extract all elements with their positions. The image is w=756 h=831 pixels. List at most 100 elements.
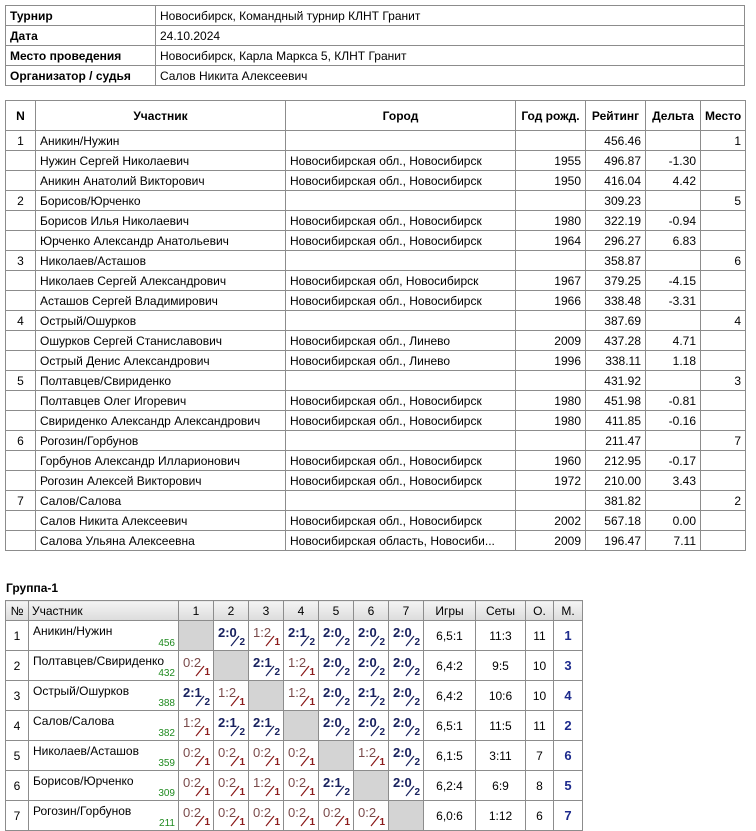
match-score: 2:1 — [253, 655, 272, 670]
match-cell: 0:2 1 — [213, 740, 249, 771]
cell: Салов Никита Алексеевич — [35, 510, 286, 531]
match-points: 1 — [274, 637, 280, 648]
column-header: Сеты — [475, 600, 526, 621]
cell — [700, 350, 746, 371]
cell: Салов/Салова — [35, 490, 286, 511]
cell: 1967 — [515, 270, 586, 291]
cell: 387.69 — [585, 310, 646, 331]
cross-row: 2 Полтавцев/Свириденко 432 0:2 1 2:1 2 1:2 1 2:0 2… — [5, 650, 583, 681]
slash-line — [335, 665, 345, 677]
slash-line — [265, 785, 275, 797]
participant-row: Полтавцев Олег Игоревич Новосибирская обл… — [5, 390, 746, 411]
match-points: 2 — [344, 787, 350, 798]
cell: Новосибирская обл., Новосибирск — [285, 230, 516, 251]
cell: 437.28 — [585, 330, 646, 351]
cross-row: 5 Николаев/Асташов 359 0:2 1 0:2 1 0:2 1 0:2 1 1:2 1… — [5, 740, 583, 771]
slash-line — [195, 755, 205, 767]
match-points: 1 — [309, 757, 315, 768]
team-cell: Борисов/Юрченко 309 — [28, 770, 179, 801]
slash — [195, 665, 205, 677]
match-points: 1 — [309, 667, 315, 678]
slash-line — [265, 755, 275, 767]
info-row: Дата 24.10.2024 — [5, 25, 745, 46]
match-score: 0:2 — [218, 805, 237, 820]
cell: 4.42 — [645, 170, 701, 191]
match-points: 1 — [239, 757, 245, 768]
cell: Острый Денис Александрович — [35, 350, 286, 371]
team-cell: Салов/Салова 382 — [28, 710, 179, 741]
match-cell: 0:2 1 — [248, 800, 284, 831]
match-cell: 2:0 2 — [318, 650, 354, 681]
slash — [335, 635, 345, 647]
slash — [195, 755, 205, 767]
slash-line — [405, 725, 415, 737]
participant-row: Рогозин Алексей Викторович Новосибирская … — [5, 470, 746, 491]
cell — [700, 410, 746, 431]
match-points: 1 — [309, 817, 315, 828]
match-cell: 1:2 1 — [213, 680, 249, 711]
match-score: 1:2 — [288, 685, 307, 700]
cross-row: 1 Аникин/Нужин 456 2:0 2 1:2 1 2:1 2 2:0 2 2:0 2 2:0 2… — [5, 620, 583, 651]
match-points: 2 — [414, 727, 420, 738]
slash-line — [230, 755, 240, 767]
match-cell: 2:0 2 — [318, 680, 354, 711]
cell — [700, 290, 746, 311]
column-header: 5 — [318, 600, 354, 621]
match-score: 2:0 — [393, 745, 412, 760]
diagonal-cell — [178, 620, 214, 651]
cell — [700, 470, 746, 491]
place: 2 — [553, 710, 583, 741]
cross-table: № Участник 1 2 3 4 5 6 7 Игры Сеты О. М. 1 Аникин/Нужи… — [5, 600, 583, 831]
slash-line — [405, 635, 415, 647]
match-points: 2 — [414, 667, 420, 678]
cell: 5 — [700, 190, 746, 211]
cell: -0.81 — [645, 390, 701, 411]
team-rating: 432 — [158, 668, 175, 679]
cell: 2009 — [515, 530, 586, 551]
match-score: 0:2 — [288, 805, 307, 820]
team-rating: 359 — [158, 758, 175, 769]
match-cell: 1:2 1 — [248, 770, 284, 801]
cell: Новосибирская обл., Новосибирск — [285, 390, 516, 411]
match-cell: 2:0 2 — [318, 710, 354, 741]
place: 3 — [553, 650, 583, 681]
match-cell: 2:1 2 — [283, 620, 319, 651]
slash — [405, 725, 415, 737]
cell — [515, 430, 586, 451]
slash-line — [370, 665, 380, 677]
team-cell: Николаев/Асташов 359 — [28, 740, 179, 771]
match-score: 2:0 — [358, 625, 377, 640]
diagonal-cell — [213, 650, 249, 681]
team-name: Борисов/Юрченко — [33, 774, 134, 788]
match-score: 2:0 — [393, 685, 412, 700]
match-cell: 0:2 1 — [178, 800, 214, 831]
match-points: 1 — [204, 787, 210, 798]
slash — [405, 755, 415, 767]
cell — [5, 330, 36, 351]
cell: -0.16 — [645, 410, 701, 431]
team-name: Полтавцев/Свириденко — [33, 654, 165, 668]
cell: 7.11 — [645, 530, 701, 551]
cell — [515, 310, 586, 331]
games: 6,0:6 — [423, 800, 476, 831]
slash-line — [265, 815, 275, 827]
cell: 3.43 — [645, 470, 701, 491]
cell — [5, 230, 36, 251]
column-header: М. — [553, 600, 583, 621]
cell: Новосибирская обл., Новосибирск — [285, 210, 516, 231]
participant-row: Николаев Сергей Александрович Новосибирск… — [5, 270, 746, 291]
slash-line — [230, 725, 240, 737]
match-points: 2 — [414, 757, 420, 768]
group-title: Группа-1 — [6, 581, 59, 595]
cell: Новосибирская обл., Новосибирск — [285, 410, 516, 431]
info-value: Салов Никита Алексеевич — [155, 65, 745, 86]
slash — [300, 815, 310, 827]
match-cell: 2:0 2 — [388, 680, 424, 711]
cell: 1996 — [515, 350, 586, 371]
match-score: 2:0 — [323, 625, 342, 640]
cell: Николаев/Асташов — [35, 250, 286, 271]
slash-line — [195, 725, 205, 737]
cell: -0.17 — [645, 450, 701, 471]
games: 6,1:5 — [423, 740, 476, 771]
cell: 1960 — [515, 450, 586, 471]
